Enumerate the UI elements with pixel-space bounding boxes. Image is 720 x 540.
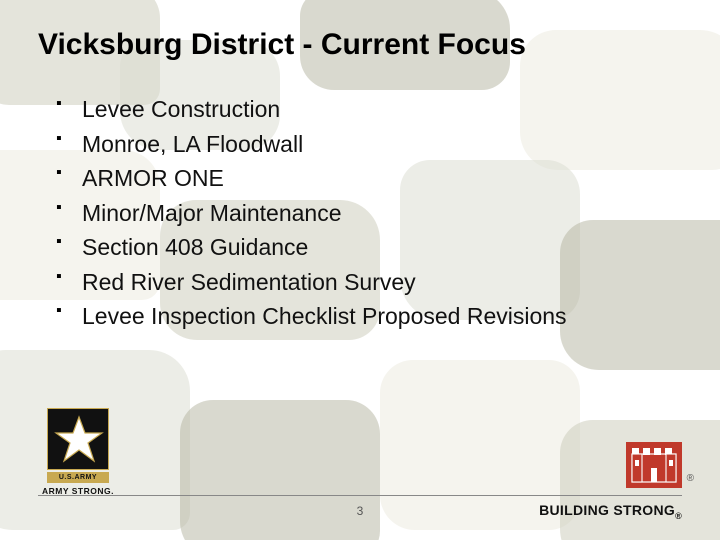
footer-row: 3 BUILDING STRONG® — [38, 500, 682, 522]
footer-rule — [38, 495, 682, 496]
registered-mark: ® — [687, 473, 694, 484]
bullet-item: Levee Construction — [56, 92, 682, 127]
page-number: 3 — [357, 504, 364, 518]
army-tagline: ARMY STRONG. — [38, 486, 118, 496]
bullet-item: Section 408 Guidance — [56, 230, 682, 265]
registered-mark-small: ® — [675, 510, 682, 520]
bullet-list: Levee ConstructionMonroe, LA FloodwallAR… — [38, 92, 682, 334]
army-strong-logo: U.S.ARMY ARMY STRONG. — [38, 408, 118, 496]
bullet-item: Red River Sedimentation Survey — [56, 265, 682, 300]
bullet-item: Minor/Major Maintenance — [56, 196, 682, 231]
bullet-item: Monroe, LA Floodwall — [56, 127, 682, 162]
footer-tagline: BUILDING STRONG® — [539, 502, 682, 521]
usace-castle-logo — [626, 442, 682, 488]
army-star-icon — [47, 408, 109, 470]
bullet-item: ARMOR ONE — [56, 161, 682, 196]
footer-tagline-text: BUILDING STRONG — [539, 502, 675, 518]
slide-footer: 3 BUILDING STRONG® — [38, 495, 682, 522]
bullet-item: Levee Inspection Checklist Proposed Revi… — [56, 299, 682, 334]
army-bar-label: U.S.ARMY — [47, 472, 109, 483]
slide-title: Vicksburg District - Current Focus — [38, 28, 682, 62]
